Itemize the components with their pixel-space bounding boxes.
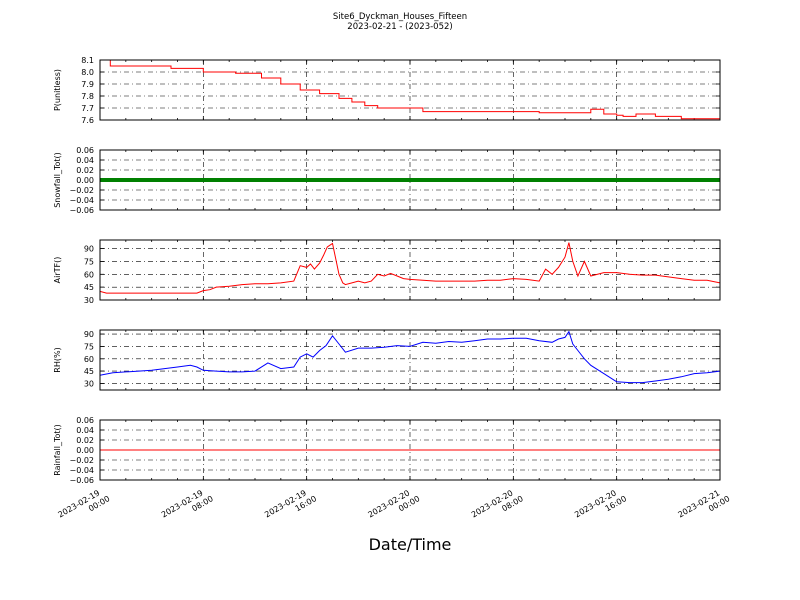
y-tick-label: 75 bbox=[84, 257, 94, 266]
y-axis-title: Snowfall_Tot() bbox=[53, 152, 62, 208]
y-tick-label: 60 bbox=[84, 355, 94, 364]
y-tick-label: 45 bbox=[84, 367, 94, 376]
y-tick-label: 60 bbox=[84, 270, 94, 279]
y-tick-label: 0.04 bbox=[76, 156, 94, 165]
y-tick-label: 45 bbox=[84, 283, 94, 292]
chart-title: Site6_Dyckman_Houses_Fifteen bbox=[333, 12, 467, 22]
series-line bbox=[99, 242, 721, 294]
y-tick-label: −0.04 bbox=[69, 196, 94, 205]
chart-subtitle: 2023-02-21 - (2023-052) bbox=[347, 22, 452, 32]
y-axis-title: P(unitless) bbox=[53, 69, 62, 111]
y-tick-label: 8.0 bbox=[81, 68, 94, 77]
y-tick-label: −0.02 bbox=[69, 456, 94, 465]
plot-frame bbox=[99, 419, 721, 481]
y-tick-label: 7.6 bbox=[81, 116, 94, 125]
y-tick-label: −0.06 bbox=[69, 206, 94, 215]
y-tick-label: −0.02 bbox=[69, 186, 94, 195]
y-tick-label: 0.02 bbox=[76, 166, 94, 175]
y-tick-label: −0.04 bbox=[69, 466, 94, 475]
y-axis-title: Rainfall_Tot() bbox=[53, 424, 62, 476]
y-tick-label: 30 bbox=[84, 379, 94, 388]
y-tick-label: 75 bbox=[84, 342, 94, 351]
series-line bbox=[100, 59, 721, 120]
y-tick-label: 0.00 bbox=[76, 446, 94, 455]
plot-frame bbox=[99, 239, 721, 301]
y-axis-title: AirTF() bbox=[53, 257, 62, 284]
y-tick-label: 90 bbox=[84, 330, 94, 339]
y-tick-label: 8.1 bbox=[81, 56, 94, 65]
y-tick-label: 0.04 bbox=[76, 426, 94, 435]
y-tick-label: −0.06 bbox=[69, 476, 94, 485]
y-tick-label: 0.02 bbox=[76, 436, 94, 445]
y-tick-label: 0.06 bbox=[76, 146, 94, 155]
y-tick-label: 0.06 bbox=[76, 416, 94, 425]
y-tick-label: 7.7 bbox=[81, 104, 94, 113]
subplot-5: 0.060.040.020.00−0.02−0.04−0.06 Rainfall_… bbox=[53, 416, 721, 485]
y-tick-label: 7.9 bbox=[81, 80, 94, 89]
subplot-3: 90 75 60 45 30 AirTF() bbox=[53, 239, 721, 305]
plot-frame bbox=[99, 59, 721, 121]
plot-frame bbox=[99, 329, 721, 391]
y-axis-title: RH(%) bbox=[53, 347, 62, 372]
subplot-panels: 8.18.07.97.87.77.6P(unitless)0.060.040.0… bbox=[53, 56, 731, 519]
subplot-1: 8.1 8.0 7.9 7.8 7.7 7.6 P(unitless) bbox=[53, 56, 721, 125]
y-tick-label: 0.00 bbox=[76, 176, 94, 185]
subplot-4: 90 75 60 45 30 RH(%) bbox=[53, 329, 721, 391]
y-tick-label: 7.8 bbox=[81, 92, 94, 101]
series-line bbox=[99, 330, 721, 384]
y-tick-label: 90 bbox=[84, 245, 94, 254]
y-tick-label: 30 bbox=[84, 296, 94, 305]
subplot-2: 0.060.040.020.00−0.02−0.04−0.06 Snowfall_… bbox=[53, 146, 721, 215]
plot-frame bbox=[99, 149, 721, 211]
x-axis-title: Date/Time bbox=[369, 535, 452, 554]
